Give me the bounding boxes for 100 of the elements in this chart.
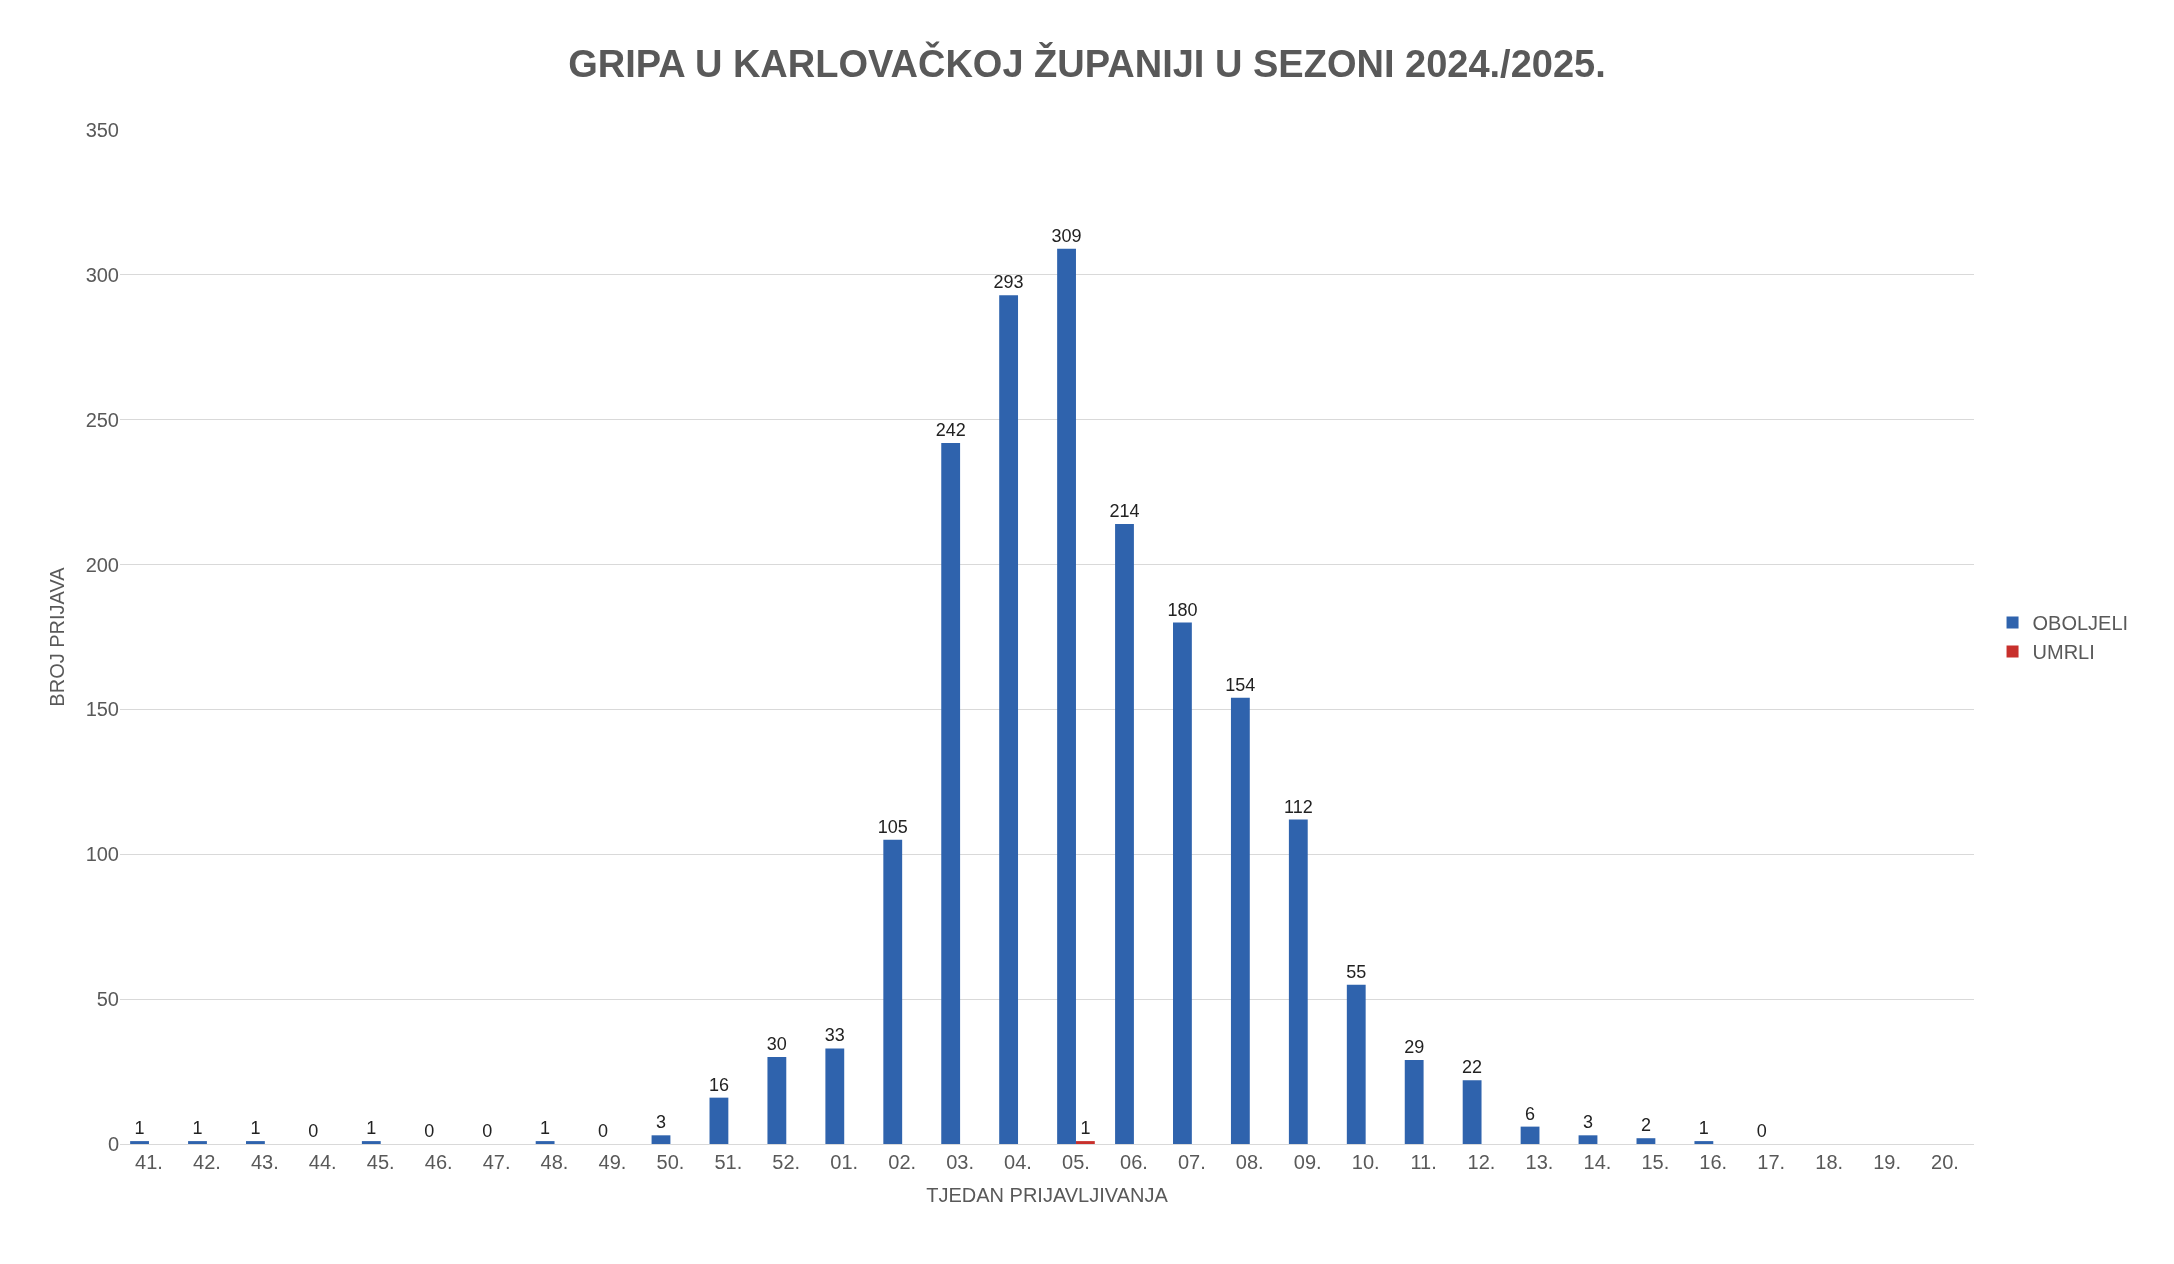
legend-label: OBOLJELI xyxy=(2032,612,2129,635)
data-label: 0 xyxy=(598,1121,609,1141)
data-label: 242 xyxy=(935,419,966,440)
bar xyxy=(1694,1141,1714,1144)
bar xyxy=(1462,1080,1482,1144)
x-tick-label: 15. xyxy=(1641,1151,1670,1173)
data-label: 105 xyxy=(877,816,908,837)
bar xyxy=(999,295,1019,1144)
data-label: 154 xyxy=(1225,674,1256,695)
x-tick-label: 51. xyxy=(714,1151,743,1173)
data-label: 112 xyxy=(1283,796,1313,817)
x-tick-label: 16. xyxy=(1699,1151,1728,1173)
data-label: 6 xyxy=(1525,1103,1536,1124)
y-tick-label: 200 xyxy=(85,553,119,576)
x-tick-label: 48. xyxy=(540,1151,569,1173)
data-label: 2 xyxy=(1640,1115,1651,1136)
bar xyxy=(1230,697,1250,1144)
x-tick-label: 41. xyxy=(135,1151,163,1173)
data-label: 1 xyxy=(134,1118,145,1139)
data-label: 1 xyxy=(1698,1118,1709,1139)
x-tick-label: 47. xyxy=(482,1151,511,1173)
y-axis-title: BROJ PRIJAVA xyxy=(46,566,69,707)
bar xyxy=(1115,524,1134,1144)
data-label: 0 xyxy=(1756,1121,1767,1141)
bar xyxy=(767,1057,787,1144)
bar xyxy=(1636,1138,1656,1144)
data-label: 1 xyxy=(540,1118,551,1139)
data-label: 214 xyxy=(1109,501,1140,522)
data-label: 0 xyxy=(308,1121,319,1141)
bar xyxy=(1346,984,1366,1144)
data-label: 0 xyxy=(482,1121,493,1141)
x-tick-label: 09. xyxy=(1293,1151,1322,1173)
bar xyxy=(361,1141,381,1144)
x-tick-label: 05. xyxy=(1062,1151,1090,1173)
y-tick-label: 100 xyxy=(85,843,119,866)
data-label: 33 xyxy=(824,1025,845,1046)
x-tick-label: 14. xyxy=(1583,1151,1612,1173)
x-tick-label: 52. xyxy=(772,1151,801,1173)
bar xyxy=(941,442,961,1144)
data-label: 1 xyxy=(250,1118,261,1139)
y-tick-label: 50 xyxy=(96,988,119,1011)
bar xyxy=(1057,248,1076,1144)
bar xyxy=(1173,622,1192,1144)
bar xyxy=(535,1141,555,1144)
data-label: 22 xyxy=(1462,1057,1483,1078)
data-label: 0 xyxy=(424,1121,435,1141)
data-label: 1 xyxy=(366,1118,377,1139)
bar xyxy=(1288,819,1308,1144)
x-tick-label: 04. xyxy=(1004,1151,1032,1173)
data-label: 293 xyxy=(993,272,1024,293)
x-tick-label: 10. xyxy=(1351,1151,1380,1173)
x-tick-label: 45. xyxy=(366,1151,395,1173)
bar xyxy=(883,839,903,1144)
x-tick-label: 08. xyxy=(1235,1151,1264,1173)
x-tick-label: 06. xyxy=(1120,1151,1148,1173)
bar xyxy=(1075,1141,1095,1144)
x-tick-label: 43. xyxy=(250,1151,279,1173)
x-tick-label: 46. xyxy=(424,1151,453,1173)
x-tick-label: 07. xyxy=(1177,1151,1206,1173)
x-tick-label: 20. xyxy=(1931,1151,1959,1173)
x-tick-label: 12. xyxy=(1467,1151,1496,1173)
chart-title: GRIPA U KARLOVAČKOJ ŽUPANIJI U SEZONI 2024./2025. xyxy=(568,41,1606,86)
data-label: 30 xyxy=(766,1034,787,1055)
bar xyxy=(709,1097,729,1144)
x-tick-label: 19. xyxy=(1873,1151,1901,1173)
x-axis-title: TJEDAN PRIJAVLJIVANJA xyxy=(926,1183,1169,1206)
y-tick-label: 0 xyxy=(107,1133,119,1155)
bar xyxy=(130,1141,149,1144)
legend-label: UMRLI xyxy=(2032,641,2095,664)
y-tick-label: 300 xyxy=(85,263,119,286)
x-tick-label: 13. xyxy=(1525,1151,1554,1173)
bar xyxy=(1520,1126,1540,1144)
x-tick-label: 18. xyxy=(1815,1151,1844,1173)
bar xyxy=(825,1048,845,1144)
x-tick-label: 50. xyxy=(656,1151,685,1173)
data-label: 309 xyxy=(1051,225,1082,246)
data-label: 16 xyxy=(708,1074,729,1095)
data-label: 1 xyxy=(1080,1118,1091,1139)
y-tick-label: 150 xyxy=(85,698,119,721)
data-label: 1 xyxy=(192,1118,203,1139)
bar xyxy=(1404,1059,1424,1144)
x-tick-label: 02. xyxy=(888,1151,917,1173)
y-tick-label: 350 xyxy=(85,119,119,141)
data-label: 3 xyxy=(655,1112,666,1133)
x-tick-label: 01. xyxy=(830,1151,859,1173)
data-label: 29 xyxy=(1404,1036,1425,1057)
x-tick-label: 44. xyxy=(308,1151,337,1173)
data-label: 55 xyxy=(1346,961,1367,982)
bar xyxy=(651,1135,671,1144)
bar xyxy=(188,1141,207,1144)
data-label: 180 xyxy=(1167,599,1198,620)
data-label: 3 xyxy=(1582,1112,1593,1133)
bar xyxy=(246,1141,265,1144)
bar xyxy=(1578,1135,1598,1144)
x-tick-label: 03. xyxy=(946,1151,974,1173)
y-tick-label: 250 xyxy=(85,408,119,431)
x-tick-label: 49. xyxy=(598,1151,627,1173)
x-tick-label: 42. xyxy=(193,1151,221,1173)
x-tick-label: 11. xyxy=(1410,1151,1437,1173)
x-tick-label: 17. xyxy=(1757,1151,1786,1173)
